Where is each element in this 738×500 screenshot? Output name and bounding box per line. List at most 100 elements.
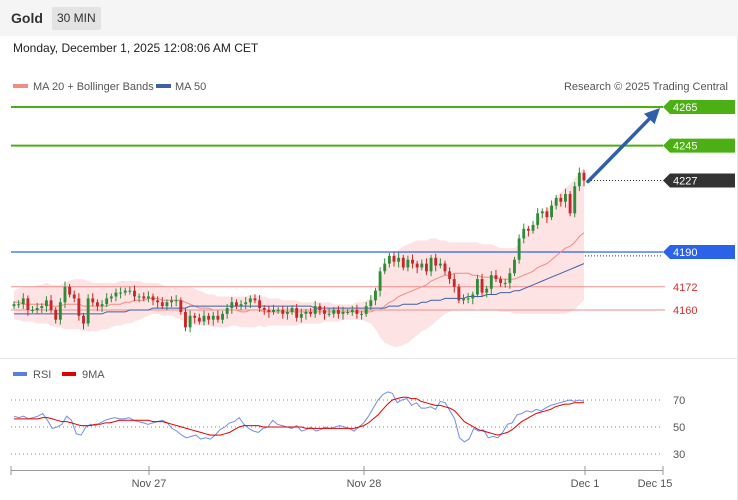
candle-body (457, 286, 461, 301)
bollinger-band (14, 166, 584, 347)
candle-body (364, 306, 368, 314)
candle-body (156, 300, 160, 303)
candle-body (26, 298, 30, 310)
candle-body (174, 300, 178, 302)
candle-body (63, 286, 67, 303)
candle-body (526, 228, 530, 231)
candle-body (239, 304, 243, 307)
candle-body (146, 296, 150, 299)
candle-body (494, 275, 498, 280)
candle-body (248, 298, 252, 303)
forecast-arrow-shaft (586, 114, 654, 184)
ma20-legend-swatch (13, 84, 28, 88)
candle-body (577, 172, 581, 187)
candle-body (341, 311, 345, 314)
timeframe-badge[interactable]: 30 MIN (52, 7, 101, 30)
rsi-tick-label: 30 (673, 449, 685, 461)
forecast-arrow-head (644, 108, 660, 125)
candle-body (401, 257, 405, 268)
candle-body (253, 298, 257, 301)
candle-body (559, 197, 563, 202)
candle-body (568, 194, 572, 214)
candle-body (216, 315, 220, 320)
pivot-level-tag (663, 245, 735, 259)
candle-body (564, 194, 567, 202)
candle-body (12, 304, 16, 307)
candle-body (49, 300, 53, 310)
candle-body (360, 313, 363, 315)
candle-body (221, 313, 224, 320)
candle-body (193, 315, 197, 318)
candle-body (299, 313, 303, 318)
rsi-ma-legend-swatch (62, 372, 76, 376)
candle-body (508, 273, 512, 283)
rsi-tick-label: 70 (673, 395, 685, 407)
candle-body (17, 304, 21, 306)
candle-body (406, 259, 410, 268)
candle-body (332, 310, 336, 314)
candle-body (480, 279, 484, 293)
candle-body (290, 308, 294, 312)
candle-body (285, 311, 289, 314)
candle-body (77, 298, 81, 316)
rsi-legend-label: RSI (33, 369, 51, 381)
candle-body (383, 263, 387, 272)
candle-body (82, 315, 85, 324)
candle-body (45, 300, 48, 307)
candle-body (420, 263, 424, 268)
candle-body (40, 306, 44, 309)
rsi-legend: RSI 9MA (13, 369, 105, 381)
candle-body (475, 279, 479, 295)
candle-body (540, 211, 544, 214)
level-tags: 4265 4245 4227 4190 4172 4160 (663, 100, 735, 317)
candle-body (517, 238, 521, 260)
candle-body (336, 310, 340, 314)
time-tick-label: Nov 28 (347, 478, 382, 490)
current-level-label: 4227 (673, 175, 697, 187)
rsi-panel: 70 50 30 (11, 391, 685, 461)
candle-body (119, 292, 123, 294)
candle-body (346, 311, 350, 313)
candle-body (262, 308, 266, 310)
rsi-gridlines: 70 50 30 (11, 395, 685, 461)
ma20-legend-label: MA 20 + Bollinger Bands (33, 81, 154, 93)
candle-body (86, 298, 90, 324)
rsi-ma-legend-label: 9MA (82, 369, 105, 381)
candle-body (123, 290, 127, 293)
time-axis: Nov 27 Nov 28 Dec 1 Dec 15 (10, 466, 672, 490)
credit-text: Research © 2025 Trading Central (564, 81, 728, 93)
candles (12, 167, 586, 333)
candle-body (536, 213, 540, 225)
candle-body (471, 294, 475, 299)
rsi-legend-swatch (13, 372, 27, 376)
candle-body (387, 255, 391, 264)
time-tick-label: Nov 27 (132, 478, 167, 490)
candle-body (160, 302, 164, 307)
candle-body (425, 263, 428, 272)
ma50-legend-label: MA 50 (175, 81, 206, 93)
candle-body (318, 306, 322, 310)
candle-body (397, 257, 401, 262)
candle-body (179, 300, 183, 312)
candle-body (531, 224, 535, 231)
time-tick-label: Dec 1 (571, 478, 600, 490)
price-legend: MA 20 + Bollinger Bands MA 50 Research ©… (13, 81, 728, 93)
candle-body (499, 279, 503, 283)
candle-body (429, 257, 433, 272)
candle-body (133, 290, 136, 297)
candle-body (392, 255, 396, 262)
candle-body (448, 271, 452, 280)
resistance-level-label: 4245 (673, 141, 697, 153)
candle-body (503, 282, 507, 284)
candle-body (573, 186, 577, 214)
candle-body (202, 315, 206, 322)
candle-body (165, 302, 169, 307)
candle-body (207, 315, 211, 320)
candle-body (415, 263, 419, 268)
candle-body (128, 290, 132, 292)
candle-body (323, 310, 326, 314)
candle-body (58, 302, 62, 320)
candle-body (582, 172, 586, 181)
candle-body (54, 310, 58, 320)
